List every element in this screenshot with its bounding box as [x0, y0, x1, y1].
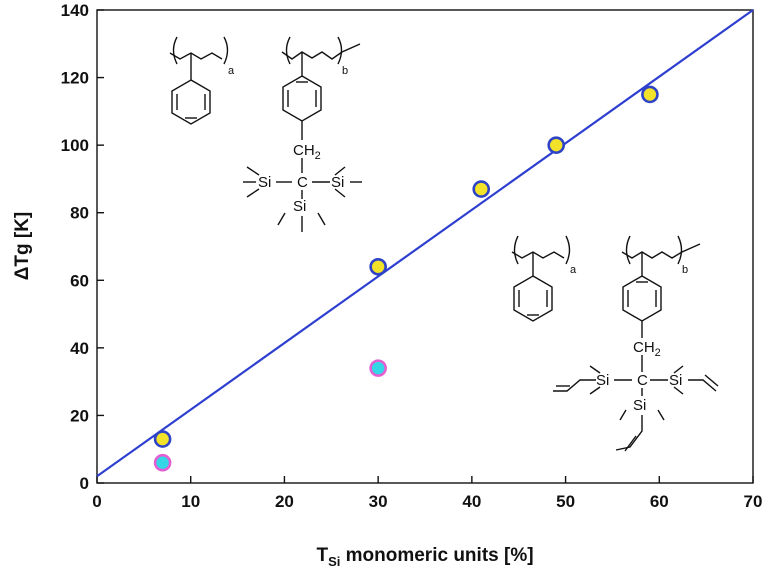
vinyl-group — [553, 379, 596, 392]
methyl — [246, 188, 260, 198]
data-point-series-2 — [369, 359, 387, 377]
methyl — [317, 212, 326, 226]
y-tick-label: 0 — [80, 474, 89, 493]
axis-ticks — [96, 9, 754, 484]
x-tick-label: 40 — [462, 492, 481, 511]
data-point-series-1 — [547, 136, 566, 154]
methyl — [334, 166, 346, 176]
structure-top-labels: a b CH2 Si C Si Si — [228, 65, 348, 215]
subscript-b: b — [342, 65, 348, 77]
structure-top — [169, 36, 362, 232]
si-bottom-label: Si — [633, 397, 646, 414]
bracket — [285, 36, 291, 65]
methyl — [589, 386, 601, 395]
bracket — [625, 235, 631, 265]
x-tick-label: 30 — [369, 492, 388, 511]
y-tick-label: 120 — [61, 69, 89, 88]
bracket — [337, 36, 343, 65]
si-right-label: Si — [331, 174, 344, 191]
fit-line-layer — [96, 9, 754, 478]
x-tick-label: 0 — [92, 492, 101, 511]
data-points-layer — [153, 85, 659, 472]
bracket — [223, 36, 229, 65]
subscript-a: a — [228, 65, 235, 77]
ch2-sub: 2 — [315, 150, 321, 162]
si-bottom-label: Si — [293, 198, 306, 215]
phenyl-ring — [171, 79, 211, 125]
structure-bottom-labels: a b CH2 Si C Si Si — [570, 264, 688, 414]
data-point-series-1 — [641, 85, 659, 104]
c-label: C — [297, 174, 308, 191]
c-label: C — [637, 372, 648, 389]
x-tick-label: 20 — [275, 492, 294, 511]
vinyl-double-bond — [704, 374, 719, 387]
x-tick-label: 60 — [650, 492, 669, 511]
x-axis-title: TSi monomeric units [%] — [316, 545, 533, 569]
y-tick-label: 40 — [70, 339, 89, 358]
structure-bottom — [511, 235, 719, 452]
methyl — [619, 409, 627, 421]
plot-frame — [96, 9, 754, 484]
backbone-line — [169, 52, 223, 60]
y-tick-label: 60 — [70, 271, 89, 290]
y-tick-label: 100 — [61, 136, 89, 155]
bracket — [172, 36, 178, 65]
si-left-label: Si — [258, 174, 271, 191]
x-tick-label: 10 — [181, 492, 200, 511]
backbone-line — [511, 251, 565, 259]
bracket — [677, 235, 683, 265]
si-right-label: Si — [669, 372, 682, 389]
x-axis-title-sub: Si — [328, 554, 340, 569]
si-left-label: Si — [596, 372, 609, 389]
y-tick-label: 80 — [70, 204, 89, 223]
axis-tick-labels: 0 10 20 30 40 50 60 70 0 20 40 60 80 100 120 140 — [61, 1, 763, 511]
methyl — [589, 365, 601, 374]
ch2-label: CH2 — [633, 339, 661, 359]
y-axis-title: ΔTg [K] — [12, 212, 33, 281]
methyl — [657, 409, 665, 421]
backbone-line — [621, 243, 701, 259]
data-point-series-1 — [153, 430, 172, 448]
vinyl-group — [615, 415, 643, 451]
methyl — [673, 365, 684, 374]
x-tick-label: 70 — [744, 492, 763, 511]
ch2-label: CH2 — [293, 142, 321, 162]
vinyl-group — [688, 379, 717, 392]
subscript-b: b — [682, 264, 688, 276]
x-axis-title-rest: monomeric units [%] — [340, 545, 533, 566]
backbone-line — [281, 43, 361, 60]
ch2-text: CH — [293, 142, 315, 159]
bracket — [565, 235, 571, 265]
y-tick-label: 140 — [61, 1, 89, 20]
methyl — [673, 386, 684, 395]
data-point-series-2 — [153, 453, 172, 472]
fit-line — [96, 9, 754, 478]
phenyl-ring — [513, 275, 553, 322]
ch2-sub: 2 — [655, 347, 661, 359]
vinyl-double-bond — [624, 435, 637, 452]
x-axis-title-main: T — [316, 545, 328, 566]
bracket — [513, 235, 519, 265]
methyl — [246, 166, 260, 176]
data-point-series-1 — [369, 257, 387, 276]
y-tick-label: 20 — [70, 406, 89, 425]
ch2-text: CH — [633, 339, 655, 356]
methyl — [277, 212, 286, 226]
subscript-a: a — [570, 264, 577, 276]
data-point-series-1 — [472, 180, 491, 198]
x-tick-label: 50 — [556, 492, 575, 511]
methyl — [334, 188, 346, 198]
